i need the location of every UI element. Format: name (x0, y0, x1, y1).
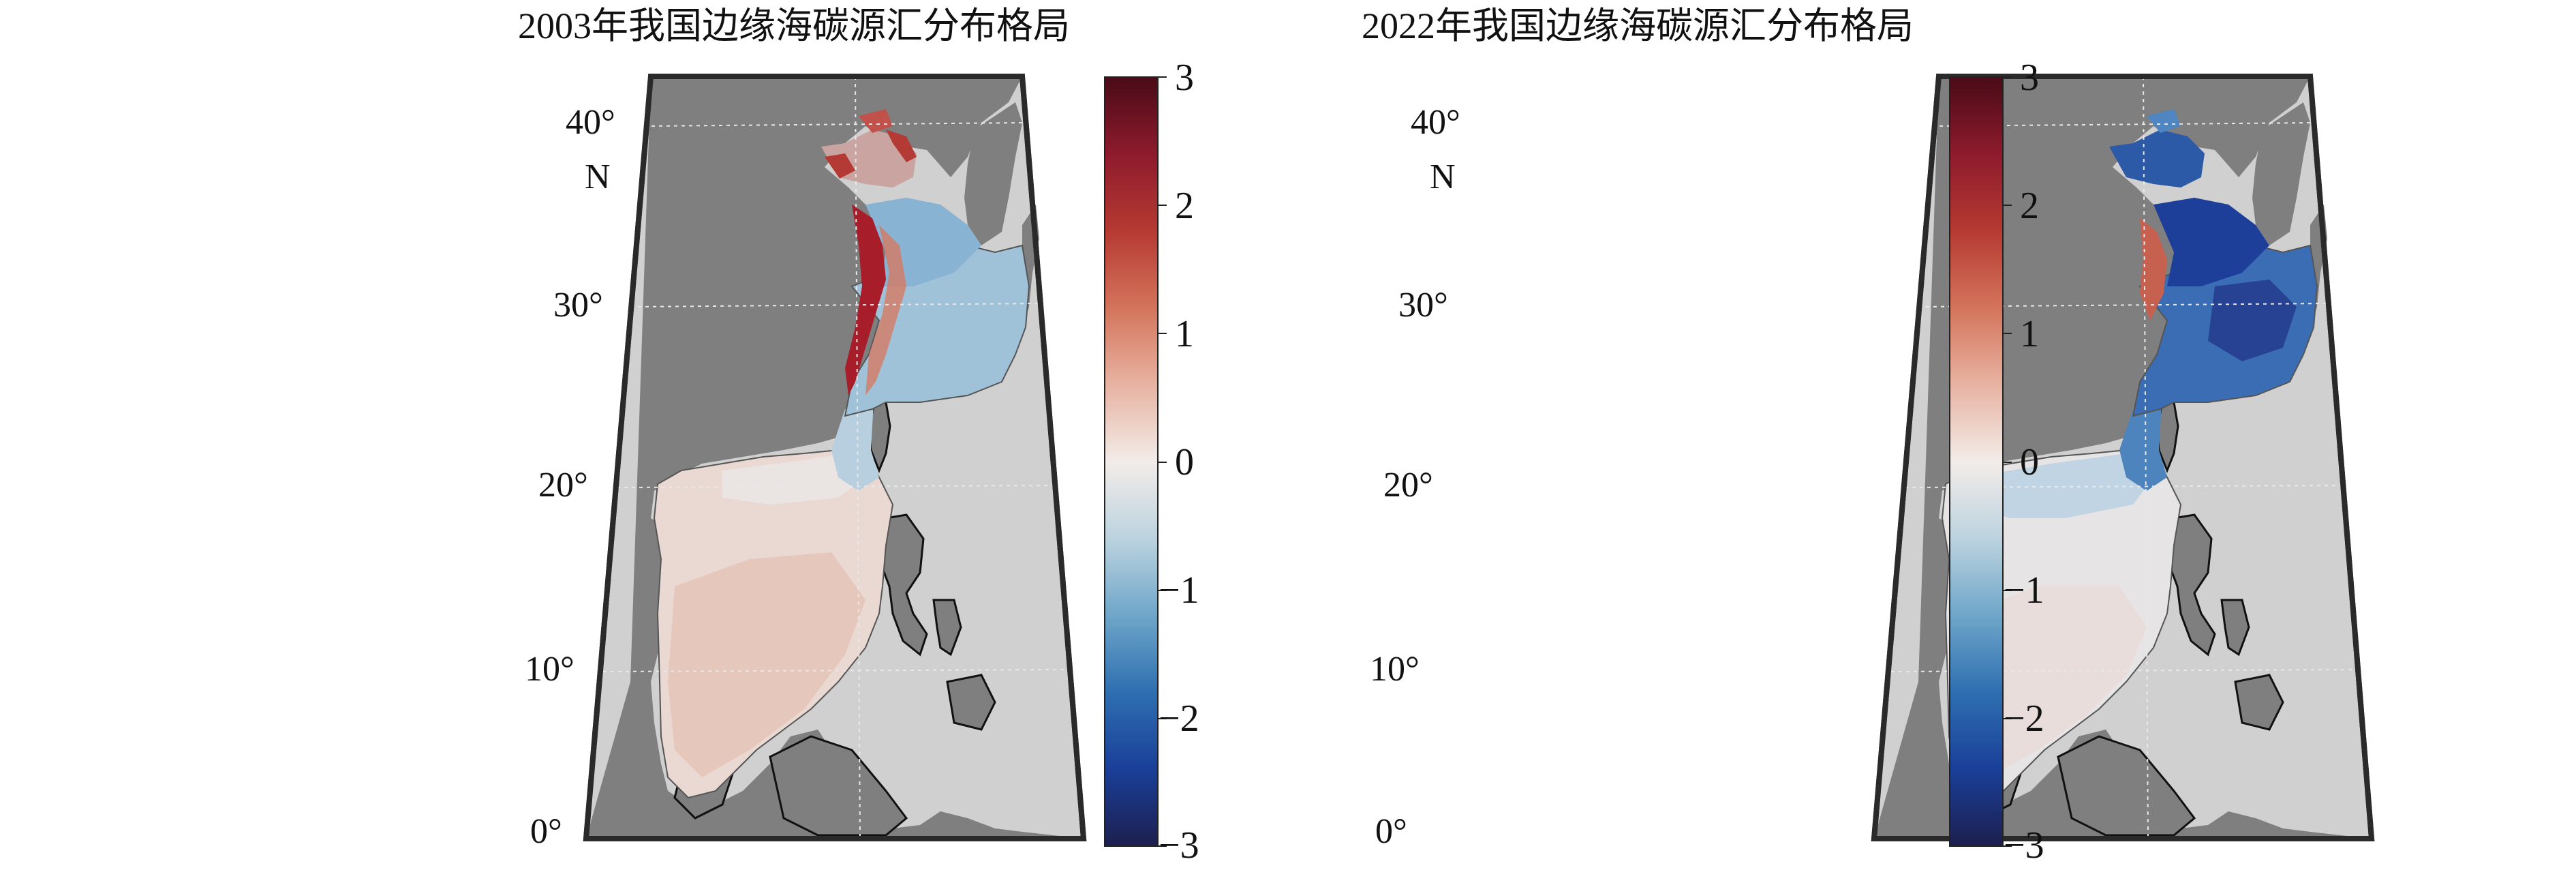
lat-label-20: 20° (1383, 466, 1433, 505)
cb-tickmark (1157, 462, 1167, 463)
sea-taiwan-strait (831, 402, 879, 491)
land-visayas (932, 599, 962, 657)
map-title: 2022年我国边缘海碳源汇分布格局 (1362, 5, 1914, 46)
sea-yellow-west-coast (845, 205, 886, 395)
cb-tickmark (1157, 590, 1167, 591)
sea-ecs-deep (2208, 280, 2297, 361)
colorbar (1949, 76, 2004, 847)
map-svg (583, 74, 1087, 841)
land-korea (964, 102, 1022, 245)
land-mindanao (2234, 674, 2284, 731)
cb-tick-1: 1 (1175, 313, 1194, 355)
colorbar (1104, 76, 1159, 847)
sea-bohai (2109, 130, 2205, 188)
land-mainland (630, 76, 1022, 682)
cb-tick-2: 2 (2020, 185, 2039, 227)
sea-liaodong (859, 109, 893, 133)
cb-tick-minus-1: −1 (1159, 569, 1199, 612)
cb-tickmark (1157, 205, 1167, 206)
lat-label-0: 0° (1375, 812, 1407, 851)
cb-tickmark (1157, 845, 1167, 847)
land-mindanao (946, 674, 996, 731)
lat-label-40: 40° (1411, 103, 1460, 142)
sea-yellow-west-coast (2140, 218, 2167, 320)
sea-scs-north-tint (722, 453, 865, 505)
cb-tick-minus-3: −3 (1159, 824, 1199, 867)
cb-tick-3: 3 (2020, 57, 2039, 99)
cb-tickmark (2002, 462, 2012, 463)
sea-scs-north-tint (1963, 453, 2153, 518)
land-mainland (1918, 76, 2310, 682)
sea-liaodong (2147, 109, 2181, 133)
cb-tick-1: 1 (2020, 313, 2039, 355)
cb-tickmark (2002, 845, 2012, 847)
lat-label-20: 20° (538, 466, 588, 505)
lat-label-10: 10° (525, 650, 574, 689)
lat-label-30: 30° (553, 286, 603, 325)
land-visayas (2220, 599, 2250, 657)
lat-label-0: 0° (530, 812, 562, 851)
cb-tickmark (1157, 333, 1167, 334)
land-borneo (2057, 735, 2196, 837)
map-panel-2022: 2022年我国边缘海碳源汇分布格局 (1288, 0, 2576, 870)
cb-tick-3: 3 (1175, 57, 1194, 99)
sea-scs-south-tint (668, 552, 865, 777)
cb-tickmark (1157, 76, 1167, 78)
lat-label-30: 30° (1398, 286, 1448, 325)
cb-tick-2: 2 (1175, 185, 1194, 227)
sea-bohai-coast (825, 130, 917, 179)
land-philippines (878, 513, 928, 657)
lat-label-40: 40° (566, 103, 615, 142)
map-border (583, 74, 1087, 841)
lat-unit-n: N (585, 158, 611, 196)
lat-unit-n: N (1430, 158, 1456, 196)
map-border (1871, 74, 2375, 841)
sea-yellow-coast-glow (865, 225, 906, 395)
cb-tickmark (2002, 718, 2012, 719)
cb-tickmark (2002, 333, 2012, 334)
land-korea (2252, 102, 2310, 245)
map-panel-2003: 2003年我国边缘海碳源汇分布格局 (518, 5, 1199, 867)
map-title: 2003年我国边缘海碳源汇分布格局 (518, 5, 1070, 46)
cb-tick-minus-2: −2 (2004, 698, 2044, 740)
cb-tick-minus-1: −1 (2004, 569, 2044, 612)
map-svg (1871, 74, 2375, 841)
cb-tick-0: 0 (2020, 441, 2039, 483)
cb-tick-minus-3: −3 (2004, 824, 2044, 867)
cb-tickmark (2002, 76, 2012, 78)
lat-label-10: 10° (1370, 650, 1420, 689)
sea-taiwan-strait (2119, 402, 2167, 491)
cb-tick-0: 0 (1175, 441, 1194, 483)
cb-tick-minus-2: −2 (1159, 698, 1199, 740)
cb-tickmark (1157, 718, 1167, 719)
cb-tickmark (2002, 205, 2012, 206)
land-borneo (769, 735, 908, 837)
sea-scs-south-tint (1956, 586, 2147, 777)
sea-yellow-interior (2153, 198, 2269, 286)
land-philippines (2166, 513, 2216, 657)
graticule (602, 76, 1067, 839)
cb-tickmark (2002, 590, 2012, 591)
